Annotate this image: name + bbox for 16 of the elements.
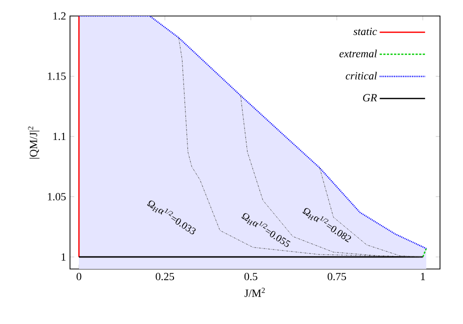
legend-label: critical xyxy=(346,72,377,80)
legend-label: extremal xyxy=(339,50,377,58)
y-tick-label: 1.1 xyxy=(53,132,66,140)
x-tick-label: 1 xyxy=(421,272,425,280)
y-tick-label: 1 xyxy=(62,253,66,261)
y-tick-label: 1.15 xyxy=(48,72,66,80)
x-tick-label: 0.25 xyxy=(156,272,174,280)
y-axis-title: |QM/J|$^{2}$ xyxy=(28,126,40,159)
x-tick-label: 0.75 xyxy=(328,272,346,280)
x-axis-title: J/M$^{2}$ xyxy=(244,288,265,297)
x-tick-label: 0 xyxy=(76,272,82,280)
legend-label: static xyxy=(353,28,377,36)
legend-label: GR xyxy=(363,94,377,102)
y-tick-label: 1.2 xyxy=(53,12,66,20)
x-tick-label: 0.5 xyxy=(244,272,258,280)
y-tick-label: 1.05 xyxy=(48,193,66,200)
